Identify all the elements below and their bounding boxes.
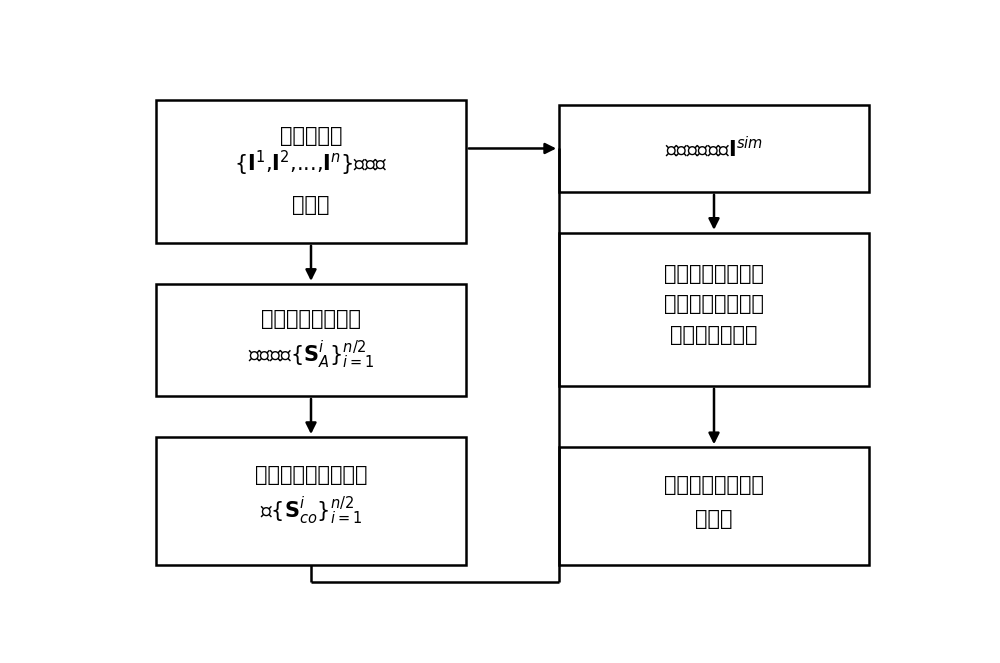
Bar bbox=[559, 447, 869, 564]
Bar bbox=[156, 100, 466, 243]
Text: 确定初始候选简单: 确定初始候选简单 bbox=[261, 310, 361, 330]
Text: 图$\{\mathbf{S}_{co}^i\}_{i=1}^{n/2}$: 图$\{\mathbf{S}_{co}^i\}_{i=1}^{n/2}$ bbox=[260, 495, 362, 527]
Bar bbox=[156, 284, 466, 396]
Text: 计算初始协同显著性: 计算初始协同显著性 bbox=[255, 465, 367, 485]
Text: 性检测: 性检测 bbox=[695, 509, 733, 528]
Text: 显著性图$\{\mathbf{S}_A^i\}_{i=1}^{n/2}$: 显著性图$\{\mathbf{S}_A^i\}_{i=1}^{n/2}$ bbox=[248, 339, 374, 371]
Text: $\{$$\mathbf{I}$$^1$,$\mathbf{I}$$^2$,...,$\mathbf{I}$$^n\}$，进行: $\{$$\mathbf{I}$$^1$,$\mathbf{I}$$^2$,..… bbox=[234, 149, 388, 178]
Bar bbox=[156, 437, 466, 564]
Bar bbox=[559, 105, 869, 192]
Text: 输入图像组: 输入图像组 bbox=[280, 126, 342, 146]
Text: 分别提取简单图像: 分别提取简单图像 bbox=[664, 264, 764, 284]
Text: 设置简单图像$\mathbf{I}^{sim}$: 设置简单图像$\mathbf{I}^{sim}$ bbox=[665, 136, 763, 161]
Text: 的前景区域和背景: 的前景区域和背景 bbox=[664, 294, 764, 314]
Text: 完成图像协同显著: 完成图像协同显著 bbox=[664, 475, 764, 495]
Text: 区域的颜色特征: 区域的颜色特征 bbox=[670, 325, 758, 345]
Text: 预处理: 预处理 bbox=[292, 195, 330, 215]
Bar bbox=[559, 233, 869, 386]
